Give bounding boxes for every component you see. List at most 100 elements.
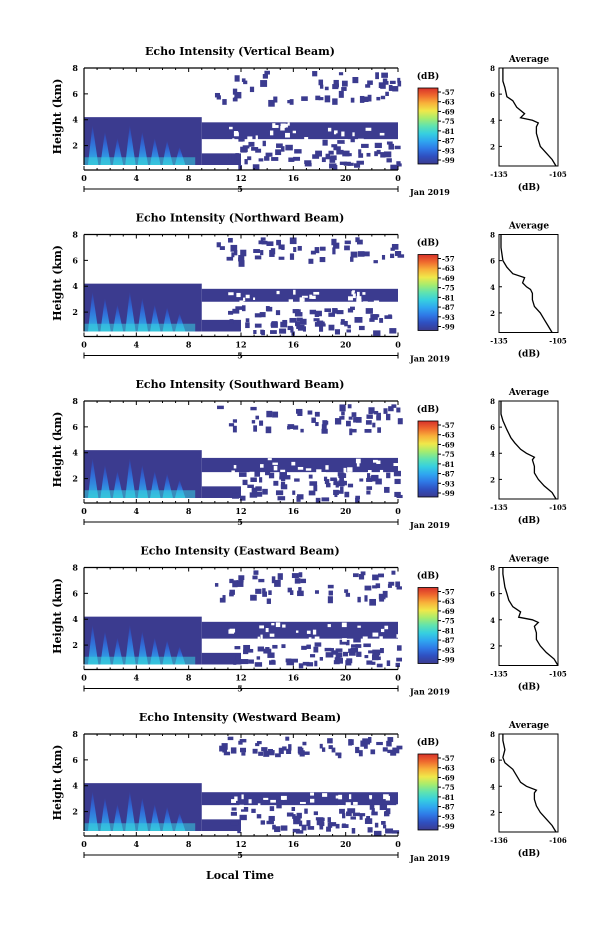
echo-speckle [308, 474, 313, 479]
colorbar-tick-label: -63 [442, 431, 455, 440]
upper-echo-speckle [373, 260, 378, 264]
x-tick-label: 16 [288, 506, 300, 516]
upper-echo-speckle [270, 248, 276, 255]
echo-gap [353, 801, 358, 805]
echo-speckle [313, 485, 318, 492]
echo-speckle [366, 477, 373, 482]
upper-echo-speckle [353, 417, 358, 423]
upper-echo-speckle [380, 95, 386, 100]
colorbar-tick-label: -87 [442, 803, 455, 812]
upper-echo-speckle [392, 747, 400, 754]
profile-frame [498, 67, 559, 167]
echo-speckle [285, 144, 293, 151]
profile-x-tick-label: -135 [490, 337, 508, 346]
echo-speckle [351, 828, 356, 834]
upper-echo-speckle [327, 738, 333, 744]
echo-speckle [343, 161, 351, 166]
upper-echo-speckle [252, 575, 258, 580]
upper-echo-speckle [344, 240, 351, 245]
echo-gap [345, 802, 351, 807]
upper-echo-speckle [363, 96, 369, 103]
echo-speckle [386, 472, 391, 479]
echo-gap [362, 292, 366, 295]
upper-echo-speckle [321, 424, 327, 431]
y-tick-label: 6 [72, 89, 78, 99]
echo-gap [271, 623, 275, 626]
echo-speckle [324, 308, 332, 313]
echo-gap [299, 298, 305, 302]
echo-speckle [346, 329, 351, 333]
upper-echo-speckle [319, 246, 326, 251]
upper-echo-speckle [360, 571, 366, 576]
echo-speckle [374, 822, 379, 828]
echo-speckle [290, 327, 294, 333]
upper-echo-speckle [392, 86, 399, 92]
echo-plume [137, 297, 149, 332]
echo-speckle [309, 309, 317, 315]
upper-echo-speckle [390, 751, 397, 756]
upper-echo-speckle [229, 592, 234, 597]
echo-speckle [288, 157, 295, 162]
echo-gap [233, 465, 237, 469]
upper-echo-speckle [375, 583, 381, 589]
upper-echo-speckle [278, 747, 284, 754]
echo-speckle [331, 144, 338, 148]
echo-speckle [295, 321, 301, 327]
echo-speckle [273, 480, 279, 486]
echo-speckle [254, 323, 262, 328]
echo-speckle [271, 157, 279, 161]
colorbar [417, 753, 439, 831]
upper-echo-speckle [385, 91, 389, 97]
echo-gap [383, 794, 389, 800]
echo-gap [299, 801, 306, 804]
upper-echo-speckle [373, 410, 379, 415]
echo-speckle [383, 151, 392, 158]
y-tick-label: 6 [72, 755, 78, 765]
echo-gap [341, 131, 345, 137]
echo-gap [231, 799, 236, 803]
upper-echo-speckle [388, 406, 394, 412]
echo-speckle [366, 486, 373, 490]
upper-echo-speckle [266, 598, 271, 604]
panel-3: Echo Intensity (Southward Beam)0 4 8 12 16 20… [51, 378, 567, 530]
date-label: Jan 2019 [409, 520, 450, 530]
profile-x-label: (dB) [518, 515, 540, 526]
echo-speckle [238, 472, 247, 477]
profile-x-tick-label: -136 [490, 836, 508, 845]
x-tick-label: 4 [134, 506, 140, 516]
upper-echo-speckle [364, 251, 370, 257]
profile-line [500, 234, 553, 333]
echo-gap [365, 127, 372, 131]
y-tick-label: 4 [72, 281, 78, 291]
colorbar-tick-label: -75 [442, 284, 455, 293]
upper-echo-speckle [293, 425, 299, 430]
echo-speckle [231, 807, 237, 811]
echo-speckle [358, 153, 364, 158]
echo-speckle [289, 317, 297, 323]
upper-echo-speckle [216, 242, 221, 248]
echo-speckle [280, 146, 285, 152]
upper-echo-speckle [319, 743, 323, 749]
echo-gap [356, 462, 360, 467]
echo-speckle [284, 475, 291, 480]
colorbar-tick-label: -57 [442, 88, 455, 97]
echo-speckle [369, 318, 375, 322]
upper-echo-speckle [364, 585, 372, 591]
echo-gap [229, 628, 236, 633]
echo-speckle [292, 309, 299, 314]
profile-y-tick-label: 8 [490, 64, 495, 73]
echo-speckle [253, 330, 257, 334]
echo-speckle [339, 477, 344, 483]
echo-speckle [229, 319, 234, 324]
echo-speckle [309, 654, 316, 658]
echo-speckle [330, 477, 337, 482]
upper-echo-speckle [377, 427, 382, 433]
echo-gap [348, 296, 353, 301]
echo-speckle [364, 655, 369, 659]
echo-speckle [307, 826, 315, 830]
echo-speckle [243, 649, 249, 655]
echo-speckle [249, 492, 258, 498]
echo-gap [327, 624, 331, 628]
colorbar-tick-label: -63 [442, 597, 455, 606]
